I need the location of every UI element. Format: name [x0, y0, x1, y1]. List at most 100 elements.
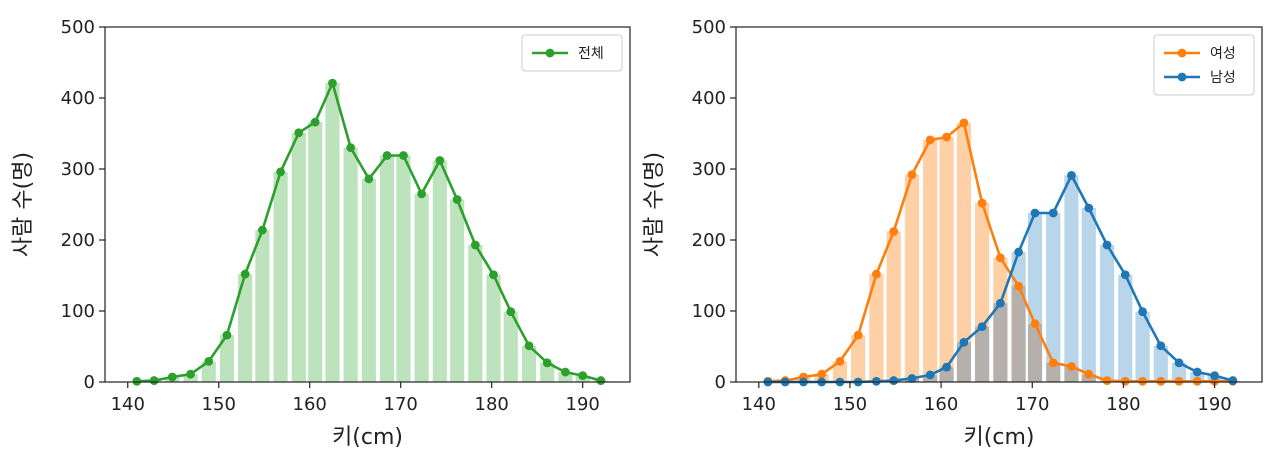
bar-overlap: [939, 367, 954, 382]
bar: [1171, 362, 1187, 382]
bar: [219, 335, 235, 382]
bar: [361, 178, 376, 382]
bar: [1190, 372, 1205, 382]
data-point: [1174, 376, 1184, 386]
bar: [1135, 311, 1150, 382]
y-tick-label: 500: [692, 17, 726, 38]
bar: [468, 244, 483, 382]
data-point: [889, 227, 899, 236]
data-point: [977, 198, 987, 208]
bar: [904, 174, 920, 379]
data-point: [294, 128, 304, 138]
data-point: [1084, 203, 1094, 213]
bar: [923, 139, 938, 375]
x-tick-label: 150: [833, 394, 867, 415]
x-tick-label: 170: [384, 394, 418, 415]
data-point: [942, 362, 951, 372]
data-point: [907, 170, 917, 180]
data-point: [1067, 170, 1076, 180]
y-tick-label: 100: [692, 301, 726, 322]
bar: [1099, 244, 1115, 381]
y-axis-title: 사람 수(명): [642, 152, 667, 257]
data-point: [1030, 319, 1040, 329]
bar-overlap: [975, 326, 990, 382]
data-point: [1156, 341, 1166, 351]
axes-frame: [735, 26, 1263, 383]
data-point: [959, 118, 969, 128]
data-point: [1120, 270, 1130, 280]
bar: [238, 274, 253, 382]
y-tick-label: 400: [61, 88, 95, 109]
data-point: [1138, 307, 1147, 317]
bar: [343, 147, 358, 382]
bar: [521, 345, 537, 382]
bar: [1046, 213, 1061, 363]
bar: [201, 361, 216, 382]
bar: [486, 274, 501, 382]
legend-box: [1153, 34, 1255, 96]
bar: [939, 137, 954, 368]
x-axis-title: 키(cm): [332, 425, 403, 450]
bars-group: [129, 83, 608, 382]
bar: [1081, 208, 1096, 375]
data-point: [853, 330, 863, 340]
bar: [886, 231, 901, 381]
axes-frame: [104, 26, 631, 383]
data-point: [835, 357, 845, 366]
data-point: [1120, 376, 1130, 386]
data-point: [524, 341, 534, 351]
data-point: [1014, 247, 1023, 257]
data-point: [1210, 371, 1219, 381]
y-tick-label: 0: [84, 372, 95, 393]
x-tick-label: 170: [1015, 394, 1049, 415]
legend: 전체: [521, 34, 623, 72]
data-point: [871, 376, 881, 386]
data-point: [132, 376, 142, 386]
data-point: [149, 376, 159, 385]
data-point: [470, 240, 480, 250]
bar: [291, 132, 306, 382]
data-point: [907, 374, 917, 383]
bar-overlap: [1064, 366, 1079, 382]
data-point: [417, 189, 427, 199]
data-point: [1014, 281, 1023, 291]
data-point: [382, 151, 392, 160]
y-tick-label: 400: [692, 88, 726, 109]
data-point: [364, 174, 374, 184]
x-axis-title: 키(cm): [964, 425, 1035, 450]
x-tick-label: 190: [1197, 394, 1231, 415]
bar-overlap: [1046, 362, 1061, 382]
x-tick-label: 160: [924, 394, 958, 415]
data-point: [959, 337, 969, 347]
data-point: [925, 370, 935, 380]
data-point: [222, 330, 232, 340]
bar: [432, 160, 447, 382]
chart-panel-2: 140 150 160 170 180 190 0 100 200 300 400 500 키(cm) 사…: [642, 17, 1263, 450]
bar: [503, 311, 518, 382]
data-point: [1067, 361, 1076, 371]
legend-marker: [1177, 48, 1187, 58]
bar: [273, 171, 288, 382]
data-point: [240, 269, 250, 279]
data-point: [1192, 376, 1202, 386]
data-point: [452, 195, 462, 204]
data-point: [310, 117, 320, 127]
data-point: [328, 78, 337, 88]
bar: [869, 274, 884, 382]
legend-marker: [1177, 72, 1187, 82]
bar: [540, 362, 555, 382]
bar: [379, 155, 395, 382]
data-point: [435, 156, 445, 165]
y-tick-label: 300: [61, 159, 95, 180]
data-point: [995, 298, 1005, 308]
data-point: [258, 225, 267, 235]
bars-group: [760, 122, 1240, 382]
data-point: [1192, 367, 1202, 377]
legend-label: 남성: [1210, 70, 1236, 86]
bar-overlap: [956, 342, 972, 382]
data-point: [1048, 358, 1058, 368]
data-point: [1084, 369, 1094, 379]
data-point: [1138, 376, 1147, 386]
x-tick-label: 150: [202, 394, 236, 415]
